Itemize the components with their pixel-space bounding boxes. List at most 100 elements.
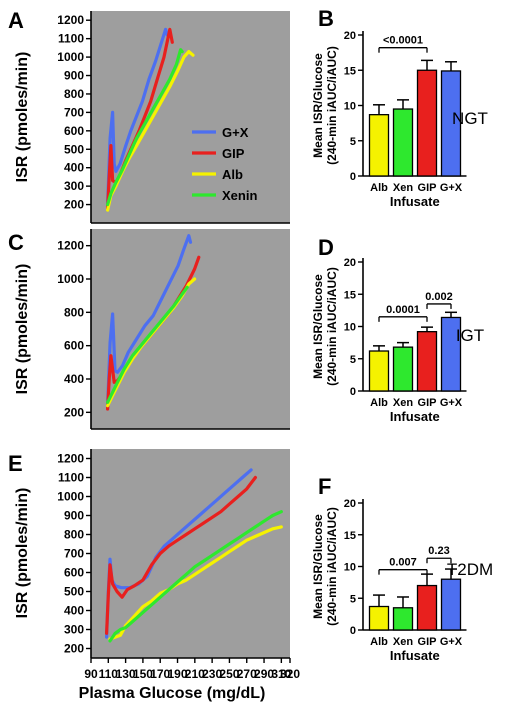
x-tick-label: 270 <box>237 667 257 681</box>
group-label-f: T2DM <box>447 560 493 579</box>
bar-y-tick-label: 5 <box>350 593 356 605</box>
panel-label-e: E <box>8 451 23 476</box>
series-line-xenin <box>108 510 283 643</box>
bar-g-x <box>440 316 462 392</box>
y-tick-label: 800 <box>64 305 84 319</box>
bar-alb <box>368 114 390 177</box>
bar-alb <box>368 350 390 392</box>
bar-y-axis-label-line1: Mean ISR/Glucose <box>311 53 325 158</box>
y-tick-label: 1000 <box>57 490 84 504</box>
panel-label-b: B <box>318 6 334 31</box>
bar-y-tick-label: 20 <box>344 498 356 510</box>
bar-y-axis-label-line1: Mean ISR/Glucose <box>311 274 325 379</box>
bar-y-tick-label: 20 <box>344 257 356 269</box>
figure-xlabel: Plasma Glucose (mg/dL) <box>79 685 266 702</box>
bar-category-label: Alb <box>370 397 388 409</box>
bar-y-axis-label-line1: Mean ISR/Glucose <box>311 514 325 619</box>
bar-y-axis-label-line2: (240-min iAUC/iAUC) <box>325 507 339 626</box>
y-axis-label-e: ISR (pmoles/min) <box>14 488 31 619</box>
bar-x-axis-label-b: Infusate <box>390 194 440 209</box>
plot-area-c <box>91 229 290 429</box>
y-tick-label: 900 <box>64 69 84 83</box>
bar-y-tick-label: 0 <box>350 625 356 637</box>
bar-category-label: G+X <box>440 397 463 409</box>
bar-y-tick-label: 20 <box>344 30 356 42</box>
x-tick-label: 230 <box>202 667 222 681</box>
bar-y-axis-label-line2: (240-min iAUC/iAUC) <box>325 267 339 386</box>
y-tick-label: 1100 <box>58 32 84 46</box>
p-value-label: 0.007 <box>389 557 417 569</box>
legend-label: GIP <box>222 146 245 161</box>
y-tick-label: 1200 <box>57 239 84 253</box>
p-value-label: 0.0001 <box>386 304 420 316</box>
bar-g-x <box>440 70 462 177</box>
y-tick-label: 800 <box>64 87 84 101</box>
bar-category-label: Xen <box>393 182 413 194</box>
bar-y-tick-label: 0 <box>350 171 356 183</box>
bar-category-label: GIP <box>418 636 437 648</box>
y-tick-label: 1100 <box>58 471 84 485</box>
y-tick-label: 800 <box>64 528 84 542</box>
x-tick-label: 320 <box>280 667 300 681</box>
y-tick-label: 900 <box>64 509 84 523</box>
series-line-g-x <box>105 234 193 408</box>
panel-label-c: C <box>8 230 24 255</box>
bar-y-tick-label: 15 <box>344 65 356 77</box>
bar-category-label: Alb <box>370 636 388 648</box>
panel-label-a: A <box>8 8 24 33</box>
x-tick-label: 90 <box>84 667 98 681</box>
bar-y-tick-label: 5 <box>350 354 356 366</box>
bar-category-label: Xen <box>393 397 413 409</box>
y-axis-label-a: ISR (pmoles/min) <box>14 52 31 183</box>
y-tick-label: 300 <box>64 623 84 637</box>
legend-label: Xenin <box>222 188 257 203</box>
y-tick-label: 700 <box>64 547 84 561</box>
x-tick-label: 170 <box>150 667 170 681</box>
bar-y-axis-label-line2: (240-min iAUC/iAUC) <box>325 46 339 165</box>
bar-x-axis-label-d: Infusate <box>390 409 440 424</box>
x-tick-label: 290 <box>254 667 274 681</box>
bar-y-tick-label: 10 <box>344 101 356 113</box>
bar-xen <box>392 607 414 631</box>
x-tick-label: 130 <box>116 667 136 681</box>
y-tick-label: 1000 <box>57 50 84 64</box>
x-tick-label: 150 <box>133 667 153 681</box>
bar-xen <box>392 108 414 177</box>
y-tick-label: 1200 <box>57 13 84 27</box>
legend-label: G+X <box>222 125 249 140</box>
y-tick-label: 400 <box>64 604 84 618</box>
y-tick-label: 600 <box>64 124 84 138</box>
y-tick-label: 1000 <box>57 272 84 286</box>
bar-category-label: Xen <box>393 636 413 648</box>
bar-gip <box>416 69 438 177</box>
plot-area-e <box>91 449 290 658</box>
bar-alb <box>368 605 390 631</box>
panel-label-d: D <box>318 235 334 260</box>
bar-y-tick-label: 10 <box>344 562 356 574</box>
y-tick-label: 600 <box>64 339 84 353</box>
y-tick-label: 1200 <box>57 452 84 466</box>
y-tick-label: 600 <box>64 566 84 580</box>
x-tick-label: 310 <box>271 667 291 681</box>
bar-gip <box>416 584 438 631</box>
y-tick-label: 200 <box>64 405 84 419</box>
x-tick-label: 210 <box>185 667 205 681</box>
bar-gip <box>416 331 438 392</box>
p-value-label: 0.23 <box>428 545 449 557</box>
x-tick-label: 250 <box>219 667 239 681</box>
p-value-label: <0.0001 <box>383 35 423 47</box>
series-line-xenin <box>105 285 189 404</box>
bar-xen <box>392 346 414 392</box>
bar-g-x <box>440 578 462 631</box>
y-tick-label: 400 <box>64 372 84 386</box>
group-label-d: IGT <box>456 326 484 345</box>
y-tick-label: 300 <box>64 179 84 193</box>
bar-category-label: G+X <box>440 182 463 194</box>
x-tick-label: 110 <box>99 667 119 681</box>
y-tick-label: 200 <box>64 198 84 212</box>
y-tick-label: 500 <box>64 142 84 156</box>
panel-label-f: F <box>318 474 331 499</box>
bar-y-tick-label: 5 <box>350 136 356 148</box>
p-value-label: 0.002 <box>425 291 453 303</box>
